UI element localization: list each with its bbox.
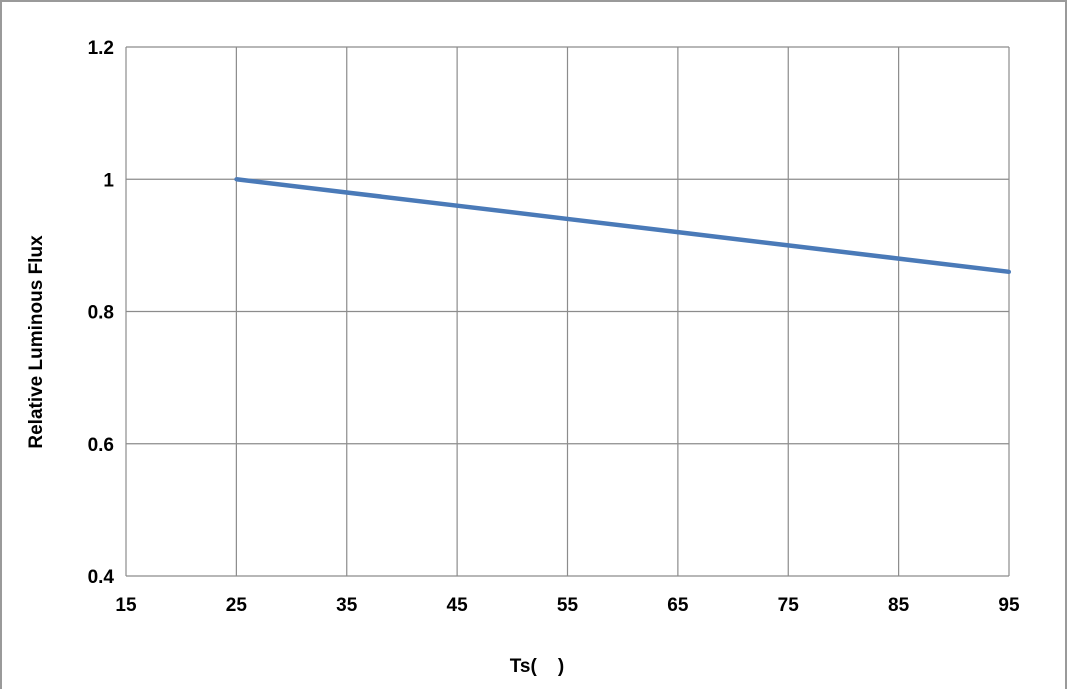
data-point [786,243,791,248]
x-tick-label: 45 [447,595,469,616]
x-tick-label: 55 [557,595,579,616]
y-tick-label: 0.8 [88,303,114,324]
data-point [675,230,680,235]
y-tick-labels: 0.4 0.6 0.8 1 1.2 [88,38,115,588]
data-point [344,190,349,195]
data-point [896,256,901,261]
y-axis-title: Relative Luminous Flux [26,235,47,449]
series-layer [234,177,1011,275]
y-tick-label: 1.2 [88,38,114,59]
y-tick-label: 0.4 [88,567,115,588]
y-tick-label: 1 [103,170,114,191]
x-tick-label: 15 [115,595,137,616]
x-tick-label: 35 [336,595,358,616]
y-tick-label: 0.6 [88,435,114,456]
x-tick-label: 85 [888,595,910,616]
data-point [455,203,460,208]
x-tick-label: 75 [778,595,800,616]
series-line [236,177,1010,275]
x-axis-title: Ts( ) [510,656,565,677]
x-tick-label: 95 [998,595,1020,616]
x-tick-labels: 15 25 35 45 55 65 75 85 95 [115,595,1020,616]
x-tick-label: 65 [667,595,689,616]
data-point [1007,269,1011,274]
x-tick-label: 25 [226,595,248,616]
data-point [234,177,239,182]
grid-lines [125,46,1010,577]
data-point [565,216,570,221]
